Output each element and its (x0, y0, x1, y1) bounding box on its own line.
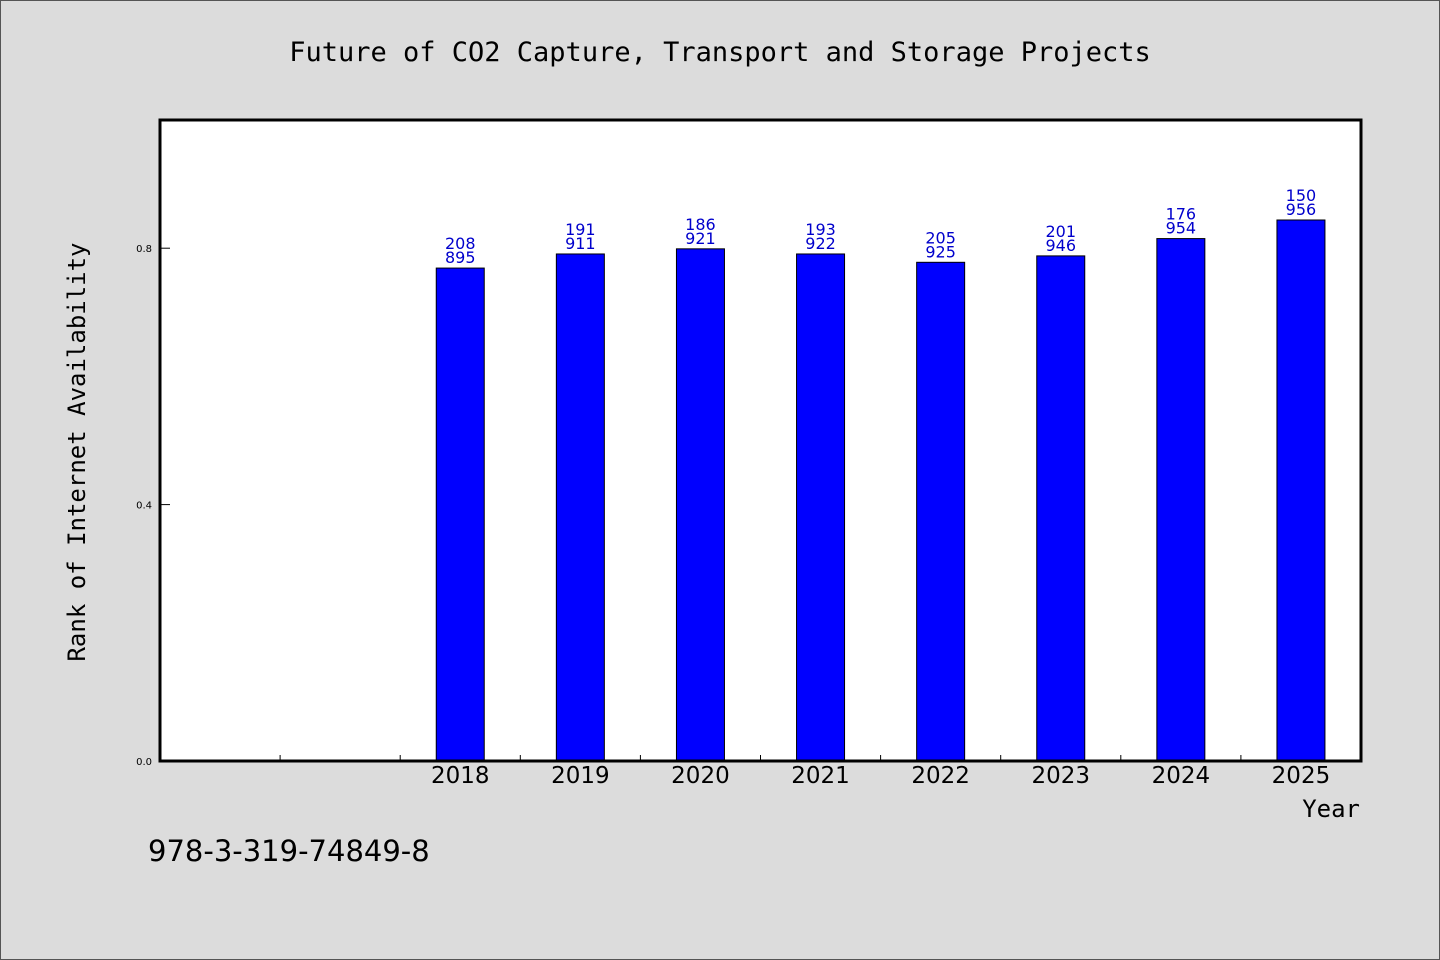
bar-label-top: 176 (1166, 205, 1197, 224)
x-tick-label: 2020 (671, 763, 730, 789)
x-tick-label: 2018 (431, 763, 490, 789)
bar-label-top: 205 (925, 228, 956, 247)
bar-label-bottom: 925 (925, 242, 956, 261)
bar (435, 267, 485, 762)
chart-title: Future of CO2 Capture, Transport and Sto… (289, 37, 1151, 68)
bar-label-bottom: 922 (805, 234, 836, 253)
y-tick-label: 0.4 (136, 501, 152, 512)
y-tick-label: 0.8 (136, 244, 152, 255)
bar (1156, 238, 1206, 762)
bar-label-top: 201 (1045, 222, 1076, 241)
bar-label-bottom: 956 (1286, 200, 1317, 219)
bar-label-top: 150 (1286, 186, 1317, 205)
x-tick-label: 2024 (1152, 763, 1211, 789)
bar-label-top: 208 (445, 234, 476, 253)
bar (1276, 219, 1326, 762)
bar (555, 253, 605, 762)
bar (916, 261, 966, 762)
plot-border (158, 118, 1363, 763)
bar-label-bottom: 921 (685, 229, 716, 248)
bar-label-bottom: 911 (565, 234, 596, 253)
y-tick-label: 0.0 (136, 757, 152, 768)
y-axis-label: Rank of Internet Availability (63, 242, 91, 661)
x-tick-label: 2023 (1031, 763, 1090, 789)
bar-label-top: 186 (685, 215, 716, 234)
bar-label-top: 191 (565, 220, 596, 239)
bar (675, 248, 725, 762)
isbn-text: 978-3-319-74849-8 (148, 834, 430, 868)
x-tick-label: 2025 (1272, 763, 1331, 789)
bar-label-top: 193 (805, 220, 836, 239)
bar (796, 253, 846, 762)
bar-label-bottom: 895 (445, 248, 476, 267)
x-tick-label: 2021 (791, 763, 850, 789)
bar (1036, 255, 1086, 762)
bar-label-bottom: 946 (1045, 236, 1076, 255)
bar-label-bottom: 954 (1166, 219, 1197, 238)
x-axis-label: Year (1302, 795, 1360, 823)
x-tick-label: 2019 (551, 763, 610, 789)
x-tick-label: 2022 (911, 763, 970, 789)
